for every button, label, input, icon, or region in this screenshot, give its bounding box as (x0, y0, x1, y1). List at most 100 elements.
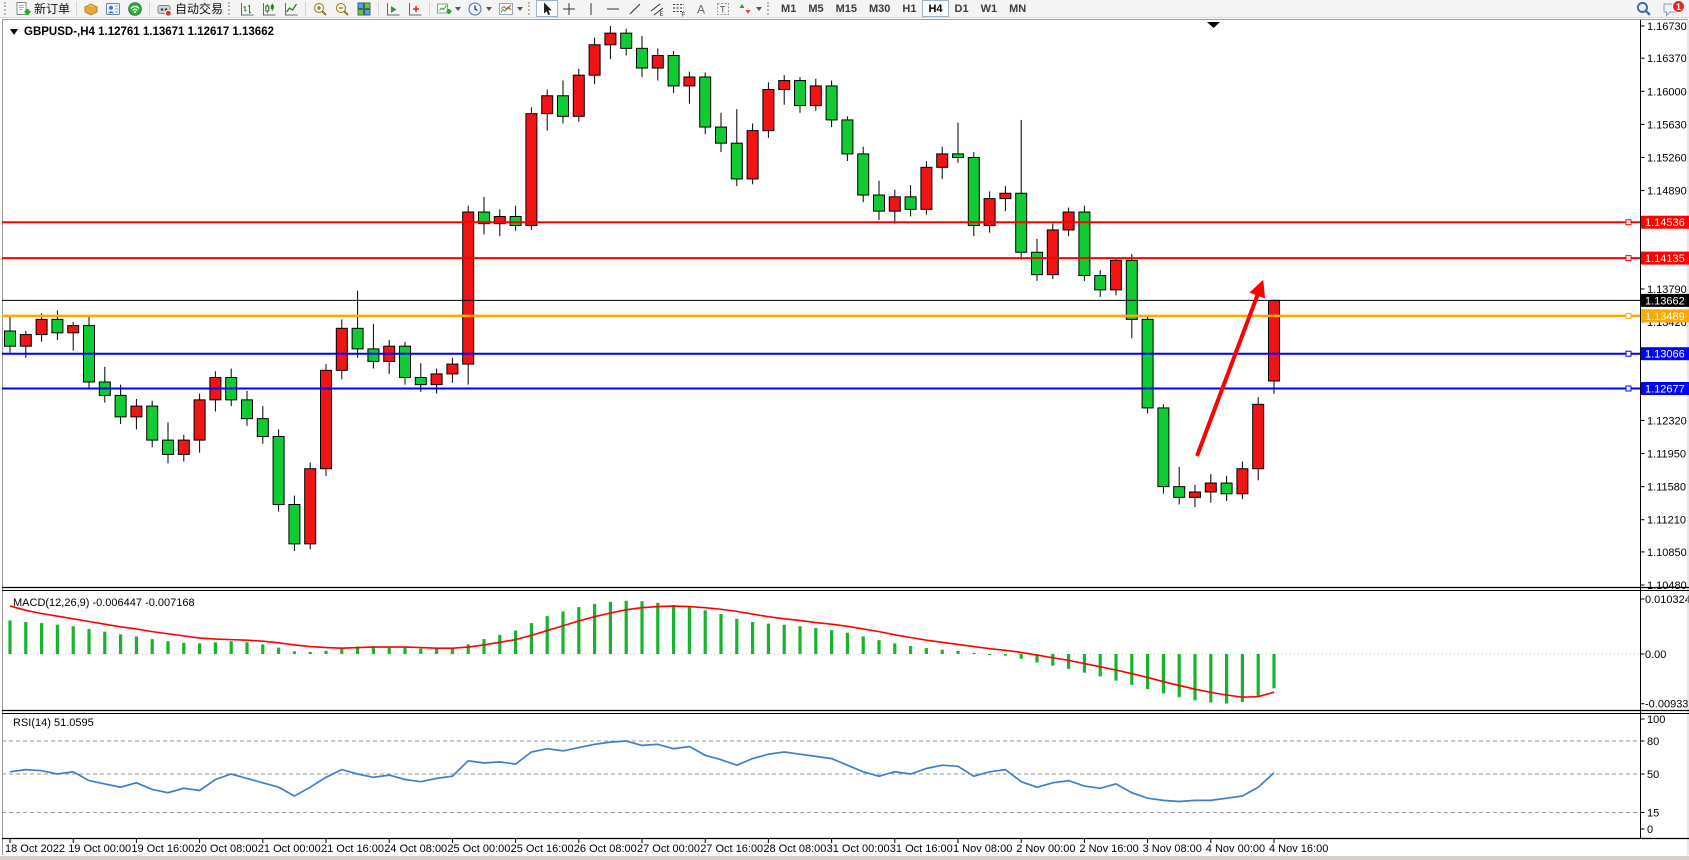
trendline-button[interactable] (624, 0, 646, 17)
svg-text:1.12320: 1.12320 (1647, 415, 1687, 427)
indicators-menu-button[interactable] (495, 0, 526, 17)
svg-text:A: A (697, 2, 705, 16)
toolbar: 新订单 自动交易 (0, 0, 1689, 18)
equidistant-channel-icon: E (650, 3, 664, 17)
svg-text:2 Nov 16:00: 2 Nov 16:00 (1079, 843, 1138, 855)
tf-h1[interactable]: H1 (902, 2, 917, 15)
chevron-down-icon (517, 7, 524, 14)
tile-windows-button[interactable] (353, 0, 375, 17)
svg-text:0: 0 (1647, 824, 1653, 836)
chart-shift-button[interactable] (404, 0, 426, 17)
svg-text:31 Oct 00:00: 31 Oct 00:00 (827, 843, 890, 855)
collapse-triangle-icon[interactable] (10, 29, 18, 39)
svg-text:-0.009332: -0.009332 (1645, 699, 1689, 711)
toolbar-grip[interactable] (228, 2, 232, 15)
search-icon (1636, 1, 1651, 16)
svg-text:18 Oct 2022: 18 Oct 2022 (5, 843, 65, 855)
data-window-button[interactable] (80, 0, 102, 17)
text-label-icon: T (717, 2, 730, 15)
toolbar-grip[interactable] (4, 2, 8, 15)
zoom-out-button[interactable] (331, 0, 353, 17)
tf-m15[interactable]: M15 (835, 2, 857, 15)
zoom-in-button[interactable] (309, 0, 331, 17)
svg-text:1.15260: 1.15260 (1647, 152, 1687, 164)
svg-text:1.13489: 1.13489 (1645, 311, 1685, 323)
svg-text:0.010324: 0.010324 (1645, 594, 1689, 606)
svg-text:1.14536: 1.14536 (1645, 217, 1685, 229)
new-order-button[interactable]: 新订单 (12, 0, 73, 17)
trendline-icon (629, 3, 641, 14)
tf-h4[interactable]: H4 (922, 0, 949, 17)
bar-chart-button[interactable] (236, 0, 258, 17)
svg-text:E: E (660, 12, 664, 17)
vertical-line-button[interactable] (580, 0, 602, 17)
svg-text:4 Nov 00:00: 4 Nov 00:00 (1206, 843, 1265, 855)
svg-text:1.11210: 1.11210 (1647, 515, 1686, 527)
svg-text:31 Oct 16:00: 31 Oct 16:00 (890, 843, 953, 855)
svg-text:80: 80 (1647, 736, 1659, 748)
add-chart-button[interactable] (433, 0, 464, 17)
horizontal-line-button[interactable] (602, 0, 624, 17)
crosshair-button[interactable] (558, 0, 580, 17)
horizontal-lines[interactable]: 1.14536 1.14135 1.13489 1.13066 1.12677 1.136… (2, 215, 1689, 396)
indicators-icon (499, 2, 514, 15)
zoom-out-icon (336, 2, 349, 16)
tf-m5[interactable]: M5 (808, 2, 824, 15)
line-chart-button[interactable] (280, 0, 302, 17)
text-button[interactable]: A (690, 0, 712, 17)
auto-scroll-icon (387, 2, 400, 15)
search-button[interactable] (1632, 0, 1655, 17)
text-label-button[interactable]: T (712, 0, 734, 17)
tf-mn[interactable]: MN (1009, 2, 1027, 15)
arrows-menu-button[interactable] (734, 0, 765, 17)
chart-title: GBPUSD-,H4 1.12761 1.13671 1.12617 1.136… (10, 24, 274, 39)
svg-text:1.13790: 1.13790 (1647, 284, 1687, 296)
signals-button[interactable] (124, 0, 146, 17)
new-order-icon (16, 1, 31, 15)
profile-card-icon (106, 2, 121, 15)
rsi-line (9, 740, 1275, 803)
svg-text:21 Oct 00:00: 21 Oct 00:00 (258, 843, 321, 855)
trend-arrow[interactable] (1195, 279, 1266, 457)
svg-text:15: 15 (1647, 808, 1659, 820)
cursor-icon (544, 2, 552, 15)
candlestick-chart-button[interactable] (258, 0, 280, 17)
tf-d1[interactable]: D1 (954, 2, 969, 15)
auto-trading-button[interactable]: 自动交易 (153, 0, 226, 17)
profiles-button[interactable] (102, 0, 124, 17)
tf-w1[interactable]: W1 (980, 2, 998, 15)
fibonacci-button[interactable]: F (668, 0, 690, 17)
time-axis[interactable]: 18 Oct 2022 19 Oct 00:00 19 Oct 16:00 20 Oc… (5, 838, 1328, 856)
toolbar-grip[interactable] (528, 2, 532, 15)
timeframes-menu-button[interactable] (464, 0, 495, 17)
svg-text:20 Oct 08:00: 20 Oct 08:00 (195, 843, 258, 855)
tf-m30[interactable]: M30 (869, 2, 891, 15)
separator (305, 1, 307, 16)
cube-icon (83, 2, 99, 16)
notification-badge: 1 (1672, 0, 1685, 13)
macd-pane: 0.010324 0.00 -0.009332 (2, 594, 1689, 711)
arrow-shapes-icon (739, 3, 751, 14)
svg-text:19 Oct 16:00: 19 Oct 16:00 (131, 843, 194, 855)
svg-text:2 Nov 00:00: 2 Nov 00:00 (1016, 843, 1075, 855)
svg-text:100: 100 (1647, 714, 1665, 726)
toolbar-grip[interactable] (767, 2, 771, 15)
candlestick-chart-icon (263, 2, 276, 15)
auto-scroll-button[interactable] (382, 0, 404, 17)
rsi-pane: 100 80 50 15 0 (2, 714, 1665, 836)
notifications-button[interactable]: 1 (1659, 0, 1685, 17)
separator (149, 1, 151, 16)
candles (4, 26, 1280, 552)
cursor-button[interactable] (536, 0, 559, 17)
svg-text:F: F (682, 12, 686, 17)
channel-button[interactable]: E (646, 0, 668, 17)
tf-m1[interactable]: M1 (781, 2, 797, 15)
svg-text:25 Oct 16:00: 25 Oct 16:00 (511, 843, 574, 855)
svg-text:19 Oct 00:00: 19 Oct 00:00 (68, 843, 131, 855)
svg-text:1.16000: 1.16000 (1647, 86, 1687, 98)
svg-text:1.11950: 1.11950 (1647, 449, 1686, 461)
add-chart-icon (437, 3, 452, 14)
vertical-line-icon (590, 2, 592, 15)
symbol-ohlc-text: GBPUSD-,H4 1.12761 1.13671 1.12617 1.136… (24, 25, 274, 38)
